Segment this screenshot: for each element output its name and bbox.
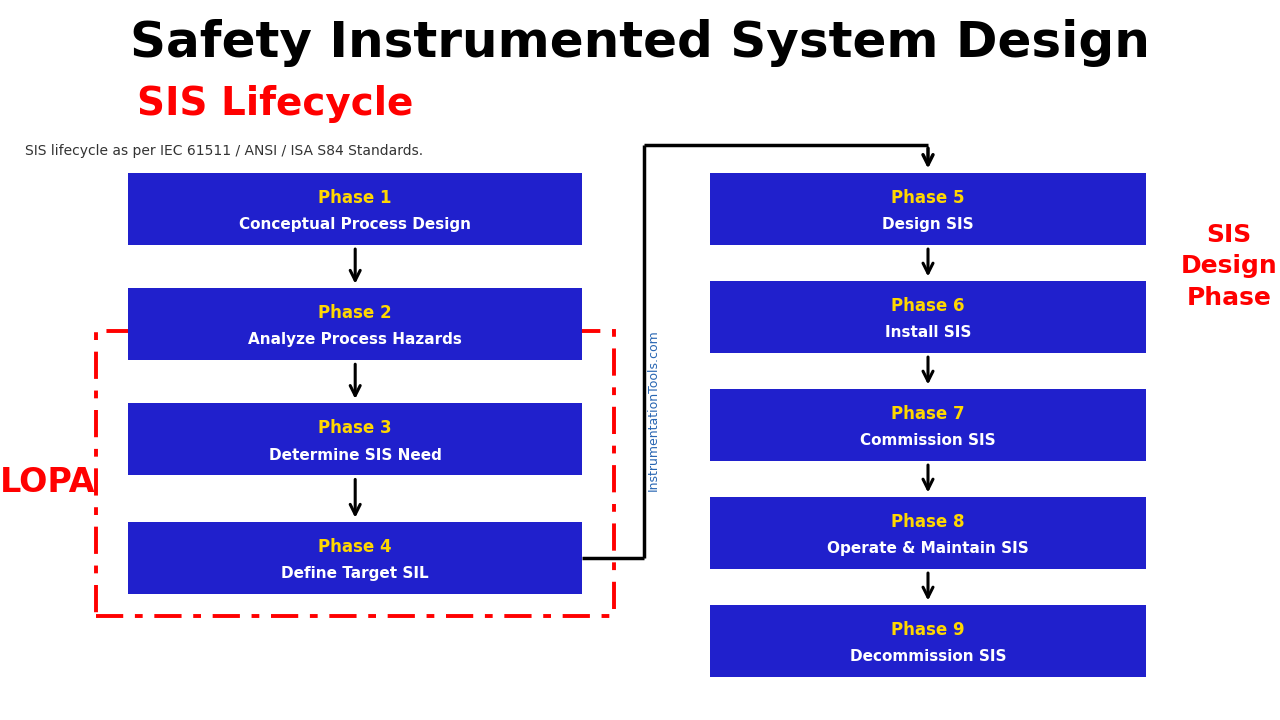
Text: SIS Lifecycle: SIS Lifecycle bbox=[137, 86, 413, 123]
FancyBboxPatch shape bbox=[128, 288, 582, 360]
Text: Conceptual Process Design: Conceptual Process Design bbox=[239, 217, 471, 232]
FancyBboxPatch shape bbox=[128, 403, 582, 475]
Text: Phase 6: Phase 6 bbox=[891, 297, 965, 315]
FancyBboxPatch shape bbox=[710, 389, 1146, 461]
FancyBboxPatch shape bbox=[128, 522, 582, 594]
Text: Analyze Process Hazards: Analyze Process Hazards bbox=[248, 333, 462, 347]
Text: SIS
Design
Phase: SIS Design Phase bbox=[1180, 222, 1277, 310]
Text: Decommission SIS: Decommission SIS bbox=[850, 649, 1006, 664]
FancyBboxPatch shape bbox=[710, 605, 1146, 677]
Text: Safety Instrumented System Design: Safety Instrumented System Design bbox=[131, 19, 1149, 67]
FancyBboxPatch shape bbox=[128, 173, 582, 245]
Text: Phase 4: Phase 4 bbox=[319, 539, 392, 556]
Text: Phase 3: Phase 3 bbox=[319, 419, 392, 437]
Text: Determine SIS Need: Determine SIS Need bbox=[269, 448, 442, 462]
FancyBboxPatch shape bbox=[710, 173, 1146, 245]
Text: Phase 7: Phase 7 bbox=[891, 405, 965, 423]
Text: Design SIS: Design SIS bbox=[882, 217, 974, 232]
Text: Phase 9: Phase 9 bbox=[891, 621, 965, 639]
Text: Phase 2: Phase 2 bbox=[319, 304, 392, 323]
Text: InstrumentationTools.com: InstrumentationTools.com bbox=[646, 330, 659, 491]
Text: LOPA: LOPA bbox=[0, 466, 95, 499]
Text: Commission SIS: Commission SIS bbox=[860, 433, 996, 448]
FancyBboxPatch shape bbox=[710, 497, 1146, 569]
Text: Phase 1: Phase 1 bbox=[319, 189, 392, 207]
Text: Install SIS: Install SIS bbox=[884, 325, 972, 340]
FancyBboxPatch shape bbox=[710, 281, 1146, 353]
Text: Phase 5: Phase 5 bbox=[891, 189, 965, 207]
Text: SIS lifecycle as per IEC 61511 / ANSI / ISA S84 Standards.: SIS lifecycle as per IEC 61511 / ANSI / … bbox=[24, 144, 424, 158]
Text: Define Target SIL: Define Target SIL bbox=[282, 567, 429, 581]
Text: Operate & Maintain SIS: Operate & Maintain SIS bbox=[827, 541, 1029, 556]
Text: Phase 8: Phase 8 bbox=[891, 513, 965, 531]
